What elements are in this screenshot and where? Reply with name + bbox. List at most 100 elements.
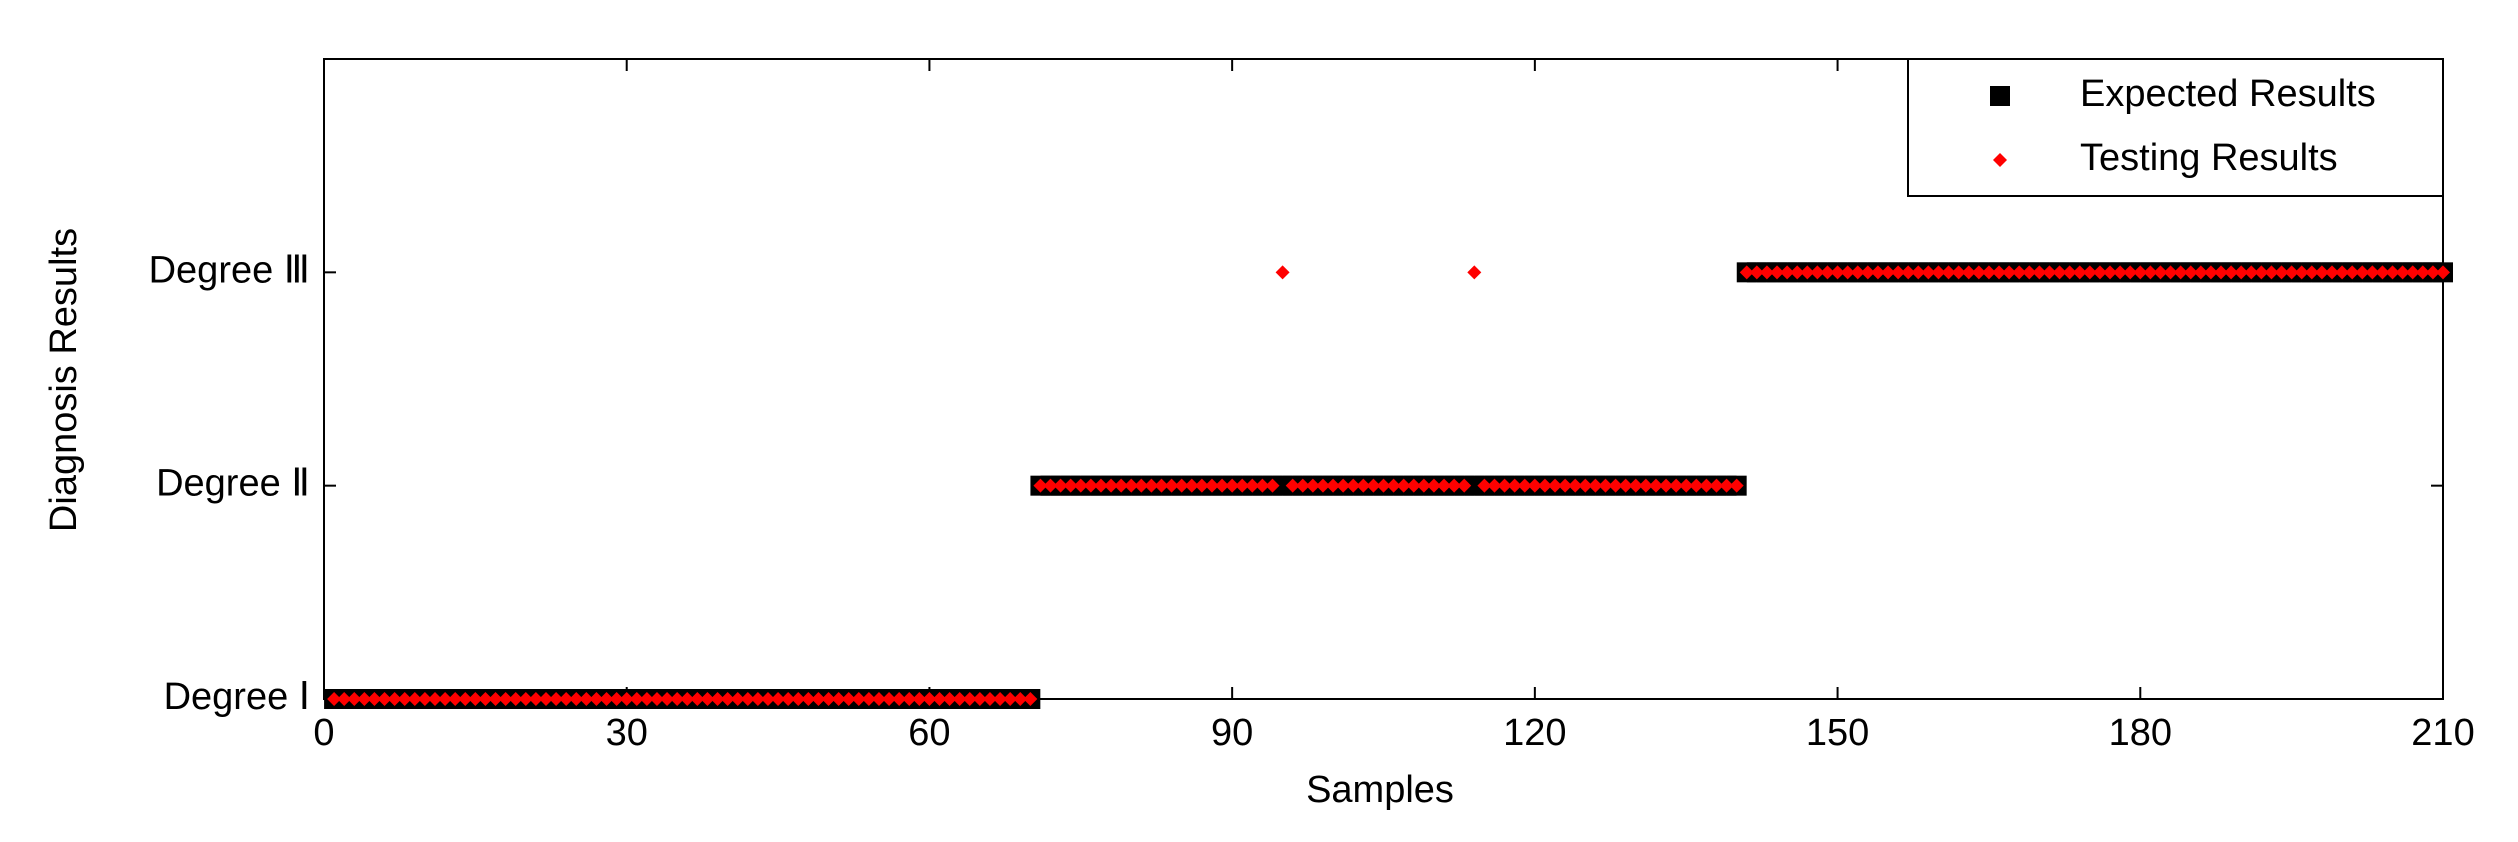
- marker: [1689, 478, 1704, 493]
- marker: [1164, 478, 1179, 493]
- marker: [1003, 692, 1018, 706]
- marker: [1194, 478, 1209, 493]
- marker: [2032, 265, 2047, 280]
- marker: [1628, 478, 1643, 493]
- marker: [1275, 265, 1290, 280]
- marker: [639, 692, 654, 706]
- marker: [1780, 265, 1795, 280]
- marker: [2203, 265, 2218, 280]
- marker: [498, 692, 513, 706]
- marker: [2314, 265, 2329, 280]
- marker: [448, 692, 463, 706]
- marker: [861, 692, 876, 706]
- marker: [2436, 265, 2450, 280]
- marker: [962, 692, 977, 706]
- marker: [1679, 478, 1694, 493]
- marker: [387, 692, 402, 706]
- marker: [1749, 265, 1764, 280]
- marker: [2415, 265, 2430, 280]
- marker: [629, 692, 644, 706]
- marker: [1699, 478, 1714, 493]
- marker: [1406, 478, 1421, 493]
- marker: [1295, 478, 1310, 493]
- marker: [1800, 265, 1815, 280]
- marker: [1033, 478, 1048, 493]
- marker: [710, 692, 725, 706]
- marker: [1850, 265, 1865, 280]
- marker: [1588, 478, 1603, 493]
- marker: [892, 692, 907, 706]
- marker: [438, 692, 453, 706]
- marker: [1073, 478, 1088, 493]
- marker: [760, 692, 775, 706]
- x-tick-label: 60: [908, 712, 950, 754]
- marker: [417, 692, 432, 706]
- marker: [1790, 265, 1805, 280]
- marker: [1860, 265, 1875, 280]
- marker: [1992, 265, 2007, 280]
- marker: [1315, 478, 1330, 493]
- marker: [2264, 265, 2279, 280]
- marker: [2022, 265, 2037, 280]
- marker: [1840, 265, 1855, 280]
- marker: [1255, 478, 1270, 493]
- marker: [1739, 265, 1754, 280]
- marker: [1759, 265, 1774, 280]
- marker: [912, 692, 927, 706]
- x-tick-label: 0: [313, 712, 334, 754]
- marker: [2012, 265, 2027, 280]
- marker: [2052, 265, 2067, 280]
- marker: [518, 692, 533, 706]
- marker: [347, 692, 362, 706]
- x-tick-label: 120: [1503, 712, 1566, 754]
- marker: [2123, 265, 2138, 280]
- marker: [508, 692, 523, 706]
- marker: [1124, 478, 1139, 493]
- marker: [2082, 265, 2097, 280]
- marker: [2113, 265, 2128, 280]
- marker: [2183, 265, 2198, 280]
- marker: [2355, 265, 2370, 280]
- marker: [1477, 478, 1492, 493]
- marker: [1578, 478, 1593, 493]
- marker: [1568, 478, 1583, 493]
- marker: [1971, 265, 1986, 280]
- marker: [1225, 478, 1240, 493]
- marker: [2325, 265, 2340, 280]
- y-tick-label: Degree Ⅲ: [149, 249, 310, 291]
- marker: [2304, 265, 2319, 280]
- marker: [579, 692, 594, 706]
- marker: [2345, 265, 2360, 280]
- marker: [1174, 478, 1189, 493]
- marker: [528, 692, 543, 706]
- marker: [1154, 478, 1169, 493]
- marker: [1537, 478, 1552, 493]
- marker: [1527, 478, 1542, 493]
- marker: [740, 692, 755, 706]
- marker: [2395, 265, 2410, 280]
- marker: [1376, 478, 1391, 493]
- marker: [569, 692, 584, 706]
- plot-frame: [323, 58, 2444, 700]
- marker: [549, 692, 564, 706]
- marker: [1023, 692, 1038, 706]
- x-tick-label: 30: [606, 712, 648, 754]
- marker: [357, 692, 372, 706]
- marker: [1961, 265, 1976, 280]
- marker: [1659, 478, 1674, 493]
- marker: [1558, 478, 1573, 493]
- marker: [972, 692, 987, 706]
- marker: [599, 692, 614, 706]
- marker: [1598, 478, 1613, 493]
- marker: [1507, 478, 1522, 493]
- marker: [811, 692, 826, 706]
- x-tick-label: 210: [2411, 712, 2474, 754]
- marker: [831, 692, 846, 706]
- marker: [538, 692, 553, 706]
- marker: [2062, 265, 2077, 280]
- marker: [1901, 265, 1916, 280]
- y-tick-label: Degree Ⅱ: [156, 463, 310, 505]
- marker: [649, 692, 664, 706]
- marker: [2092, 265, 2107, 280]
- marker: [1830, 265, 1845, 280]
